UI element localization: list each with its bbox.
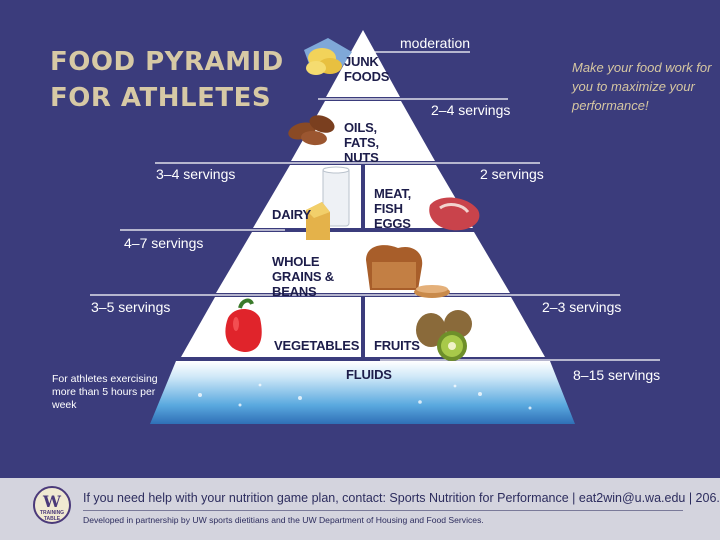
serving-meat: 2 servings [480, 166, 544, 182]
tier-junk [326, 30, 400, 97]
contact-text: If you need help with your nutrition gam… [83, 491, 720, 505]
label-whole-grains-beans: WHOLE GRAINS & BEANS [272, 254, 334, 299]
footer-bar [0, 478, 720, 540]
serving-fruits: 2–3 servings [542, 299, 622, 315]
label-oils-fats-nuts: OILS, FATS, NUTS [344, 120, 379, 165]
training-table-logo: W TRAINING TABLE [33, 486, 71, 524]
bread-icon [366, 245, 450, 298]
label-junk-foods: JUNK FOODS [344, 54, 390, 84]
label-fluids: FLUIDS [346, 367, 392, 382]
title-line-2: FOR ATHLETES [50, 83, 272, 113]
serving-fluids: 8–15 servings [573, 367, 661, 383]
tier-oils [291, 101, 435, 161]
label-vegetables: VEGETABLES [274, 338, 360, 353]
label-dairy: DAIRY [272, 207, 311, 222]
cheese-icon [306, 202, 330, 240]
page-title: FOOD PYRAMID FOR ATHLETES [50, 44, 284, 116]
developed-by-text: Developed in partnership by UW sports di… [83, 515, 484, 525]
athletes-note: For athletes exercising more than 5 hour… [52, 373, 158, 411]
chips-icon [304, 38, 352, 75]
water-base [150, 361, 575, 424]
label-meat-fish-eggs: MEAT, FISH EGGS [374, 186, 412, 231]
logo-letter: W [43, 492, 61, 511]
tier-guide-lines [90, 51, 660, 361]
steak-icon [429, 197, 480, 231]
tagline: Make your food work for you to maximize … [572, 60, 712, 113]
serving-oils: 2–4 servings [431, 102, 511, 118]
footer-divider [83, 510, 683, 511]
serving-dairy: 3–4 servings [156, 166, 236, 182]
almonds-icon [288, 115, 335, 146]
label-fruits: FRUITS [374, 338, 420, 353]
kiwi-icon [416, 310, 472, 361]
serving-vegetables: 3–5 servings [91, 299, 171, 315]
tier-grains [216, 232, 510, 293]
title-line-1: FOOD PYRAMID [50, 47, 284, 77]
logo-text: TRAINING TABLE [39, 510, 65, 522]
serving-moderation: moderation [400, 35, 471, 51]
pyramid-graphic [90, 30, 660, 424]
bell-pepper-icon [225, 298, 262, 352]
serving-grains: 4–7 servings [124, 235, 204, 251]
